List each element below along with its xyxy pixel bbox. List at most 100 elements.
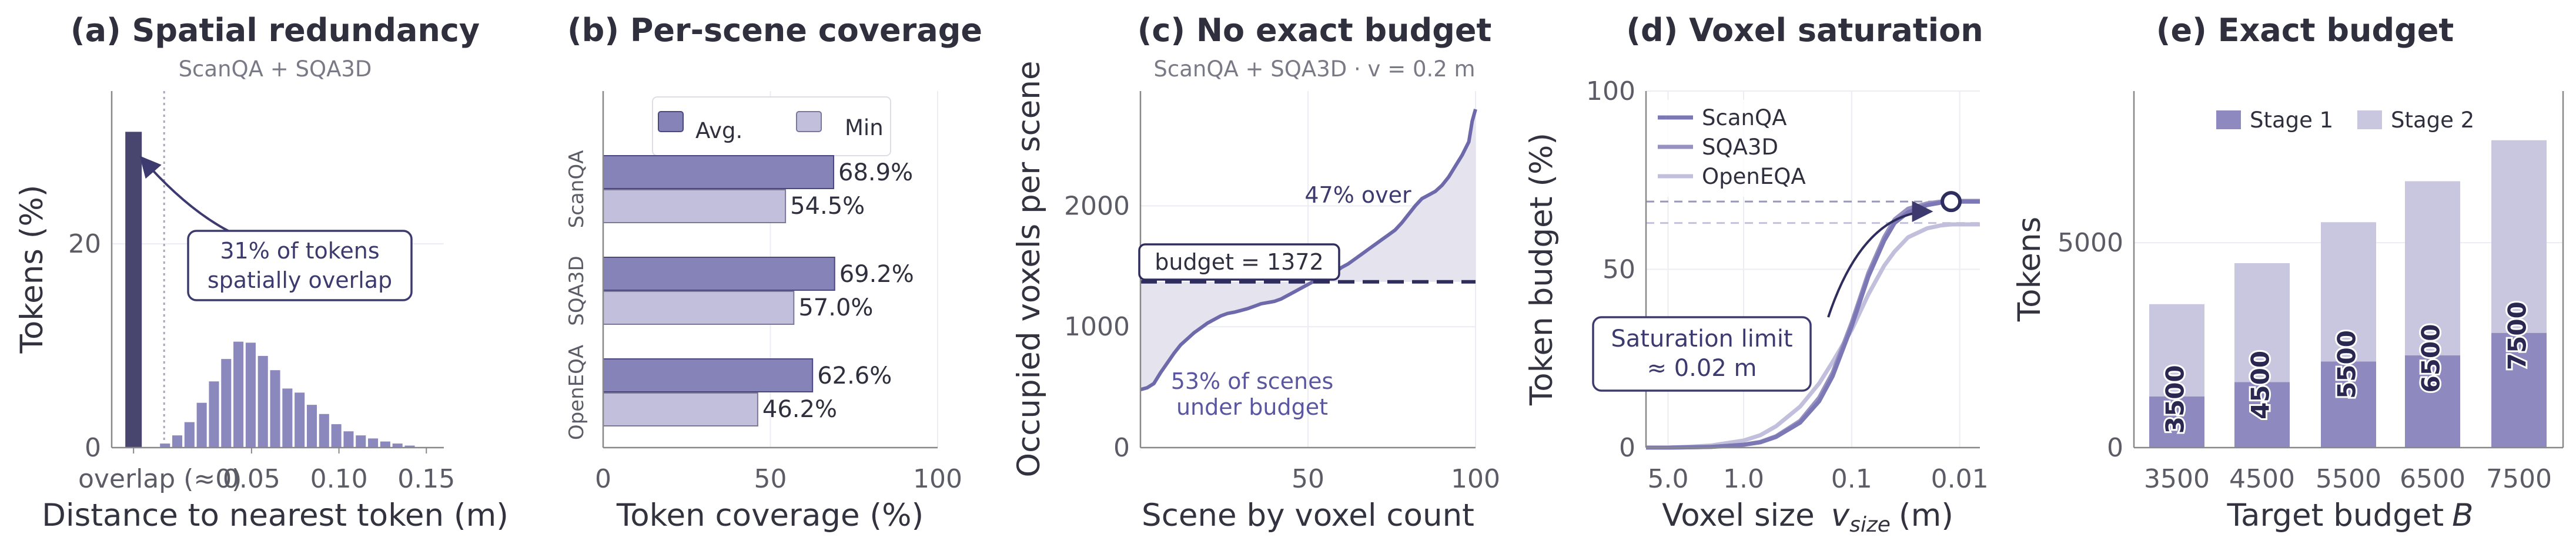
panel-d-y-tick-label: 50 [1603, 255, 1635, 285]
panel-c-x-tick-label: 100 [1451, 464, 1500, 494]
panel-a-histogram-bar [306, 405, 317, 448]
panel-a-histogram-bar [356, 435, 366, 448]
panel-d-y-label: Token budget (%) [1524, 133, 1560, 406]
panel-e-stage-1-bar [2234, 382, 2290, 448]
panel-a-histogram-bar [343, 431, 354, 448]
panel-b-min-value-label: 54.5% [790, 193, 865, 220]
panel-a-histogram-bar [282, 388, 293, 448]
panel-d-legend-scanqa: ScanQA [1702, 105, 1787, 130]
panel-e-bar-total-label: 6500 [2417, 324, 2445, 393]
panel-e-bar-total-label: 3500 [2161, 365, 2190, 434]
panel-e-stage-1-bar [2491, 332, 2547, 448]
panel-a-histogram-bar [233, 341, 244, 448]
panel-e-y-tick-label: 0 [2107, 433, 2123, 463]
panel-b-category-label: OpenEQA [565, 345, 588, 440]
panel-b-title: (b) Per-scene coverage [567, 12, 982, 49]
panel-a-histogram-bar [184, 422, 195, 448]
panel-c-y-tick-label: 0 [1113, 433, 1130, 463]
panel-e-bar-total-label: 5500 [2333, 330, 2361, 399]
panel-e-x-tick-label: 6500 [2400, 464, 2465, 494]
panel-b-avg-bar [603, 155, 835, 189]
panel-a-title: (a) Spatial redundancy [71, 12, 480, 49]
panel-b-x-label: Token coverage (%) [616, 498, 924, 533]
panel-b-legend-min: Min [845, 115, 884, 140]
panel-e-x-tick-label: 5500 [2316, 464, 2381, 494]
panel-a-histogram-bar [221, 359, 232, 448]
panel-a-annotation-line-1: 31% of tokens [220, 238, 379, 264]
panel-c-y-tick-label: 1000 [1064, 312, 1130, 342]
panel-a-y-label: Tokens (%) [14, 185, 50, 354]
panel-e-legend-swatch-stage-2 [2357, 110, 2382, 129]
panel-a-histogram-bar [257, 355, 268, 448]
panel-e-stage-1-bar [2321, 361, 2376, 448]
panel-d-saturation-point [1941, 191, 1962, 213]
panel-e-bar-total-label: 4500 [2246, 351, 2275, 419]
panel-c-under-label-1: 53% of scenes [1171, 368, 1334, 394]
panel-d-legend-sqa3d: SQA3D [1702, 135, 1778, 160]
panel-a-histogram-bar [331, 424, 342, 448]
panel-c-voxel-count-line [1140, 109, 1477, 392]
panel-b-avg-value-label: 62.6% [817, 362, 892, 389]
panel-b-min-bar [603, 392, 758, 426]
panel-c-y-label: Occupied voxels per scene [1011, 61, 1047, 477]
panel-b-category-label: SQA3D [565, 256, 588, 325]
panel-a-subtitle: ScanQA + SQA3D [179, 56, 372, 82]
panel-d-x-label-sub: size [1849, 513, 1891, 537]
panel-per-scene-coverage: (b) Per-scene coverage Avg. Min 68.9% 54.… [565, 12, 982, 533]
panel-b-x-tick-label: 50 [754, 464, 787, 494]
panel-e-x-label-var: B [2452, 498, 2473, 533]
panel-c-subtitle: ScanQA + SQA3D · v = 0.2 m [1153, 56, 1475, 82]
panel-e-stage-2-bar [2234, 263, 2290, 382]
panel-d-y-tick-label: 100 [1586, 76, 1635, 106]
panel-e-x-tick-label: 4500 [2229, 464, 2295, 494]
panel-d-x-tick-label: 1.0 [1723, 464, 1764, 494]
panel-e-stage-1-bar [2149, 396, 2204, 448]
panel-c-gap-fill [1140, 109, 1476, 390]
panel-b-legend-swatch-avg [658, 111, 684, 132]
panel-b-min-value-label: 46.2% [762, 396, 837, 423]
panel-c-budget-label: budget = 1372 [1155, 249, 1323, 275]
panel-d-x-tick-label: 5.0 [1648, 464, 1689, 494]
panel-a-histogram-bar [368, 438, 379, 448]
panel-d-legend-openeqa: OpenEQA [1702, 164, 1806, 189]
panel-b-avg-value-label: 68.9% [838, 159, 913, 186]
panel-b-avg-value-label: 69.2% [839, 261, 914, 288]
panel-e-stage-2-bar [2321, 222, 2376, 362]
panel-e-stage-2-bar [2405, 181, 2460, 356]
panel-e-y-label: Tokens [2012, 217, 2048, 322]
panel-a-histogram-bar [196, 402, 207, 448]
panel-b-x-tick-label: 100 [913, 464, 962, 494]
panel-a-annotation-box [187, 230, 413, 301]
panel-b-legend-swatch-min [796, 111, 822, 132]
panel-a-histogram-bar [160, 444, 170, 448]
panel-e-stage-2-bar [2149, 304, 2204, 397]
panel-a-arrow [139, 156, 235, 235]
panel-e-stage-1-bar [2405, 355, 2460, 448]
panel-b-min-bar [603, 291, 795, 325]
panel-d-x-label: Voxel size vsize (m) [1662, 498, 1953, 537]
panel-d-annotation-line-2: ≈ 0.02 m [1647, 355, 1757, 382]
panel-a-histogram-bar [209, 381, 219, 448]
panel-exact-budget: (e) Exact budget 3500 4500 5500 6500 7500 St… [2012, 12, 2564, 533]
panel-e-stage-2-bar [2491, 140, 2547, 333]
panel-d-x-label-unit: (m) [1899, 498, 1953, 533]
panel-voxel-saturation: (d) Voxel saturation 0 50 100 5.0 1.0 0.1 0.01… [1524, 12, 1989, 537]
panel-a-x-tick-label: 0.10 [310, 464, 368, 494]
panel-c-over-label: 47% over [1304, 182, 1411, 208]
panel-e-y-tick-label: 5000 [2058, 228, 2123, 258]
panel-d-y-tick-label: 0 [1619, 433, 1635, 463]
panel-d-x-label-text: Voxel size [1662, 498, 1815, 533]
panel-b-avg-bar [603, 257, 835, 291]
panel-a-overlap-bar [125, 132, 142, 448]
panel-e-bar-total-label: 7500 [2503, 301, 2532, 370]
panel-d-title: (d) Voxel saturation [1626, 12, 1983, 49]
panel-b-min-bar [603, 189, 787, 223]
panel-a-histogram-bar [172, 435, 183, 448]
panel-c-y-tick-label: 2000 [1064, 191, 1130, 221]
panel-b-category-label: ScanQA [565, 150, 588, 229]
panel-b-min-value-label: 57.0% [798, 294, 873, 321]
panel-d-annotation-box [1592, 316, 1812, 392]
panel-e-x-label: Target budget B [2226, 498, 2473, 533]
panel-d-x-tick-label: 0.01 [1931, 464, 1989, 494]
panel-a-histogram-bar [245, 342, 256, 448]
